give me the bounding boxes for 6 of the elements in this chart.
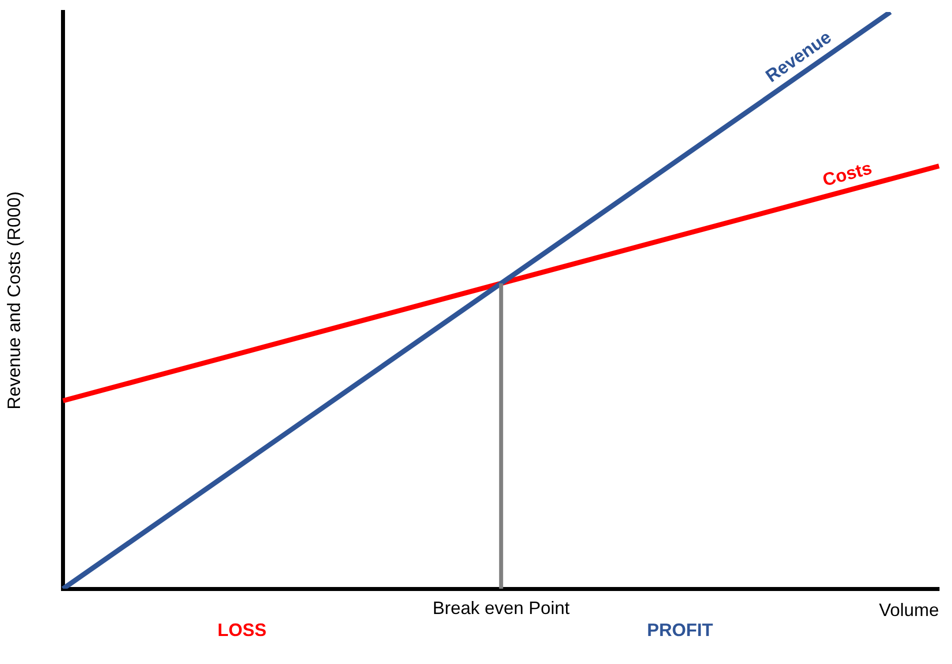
text: LOSS: [217, 620, 267, 640]
text: PROFIT: [647, 620, 713, 640]
text: Break even Point: [432, 598, 570, 618]
text: Costs: [820, 158, 874, 190]
y-axis-title: Revenue and Costs (R000): [4, 191, 24, 410]
x-axis-title: Volume: [878, 600, 939, 620]
